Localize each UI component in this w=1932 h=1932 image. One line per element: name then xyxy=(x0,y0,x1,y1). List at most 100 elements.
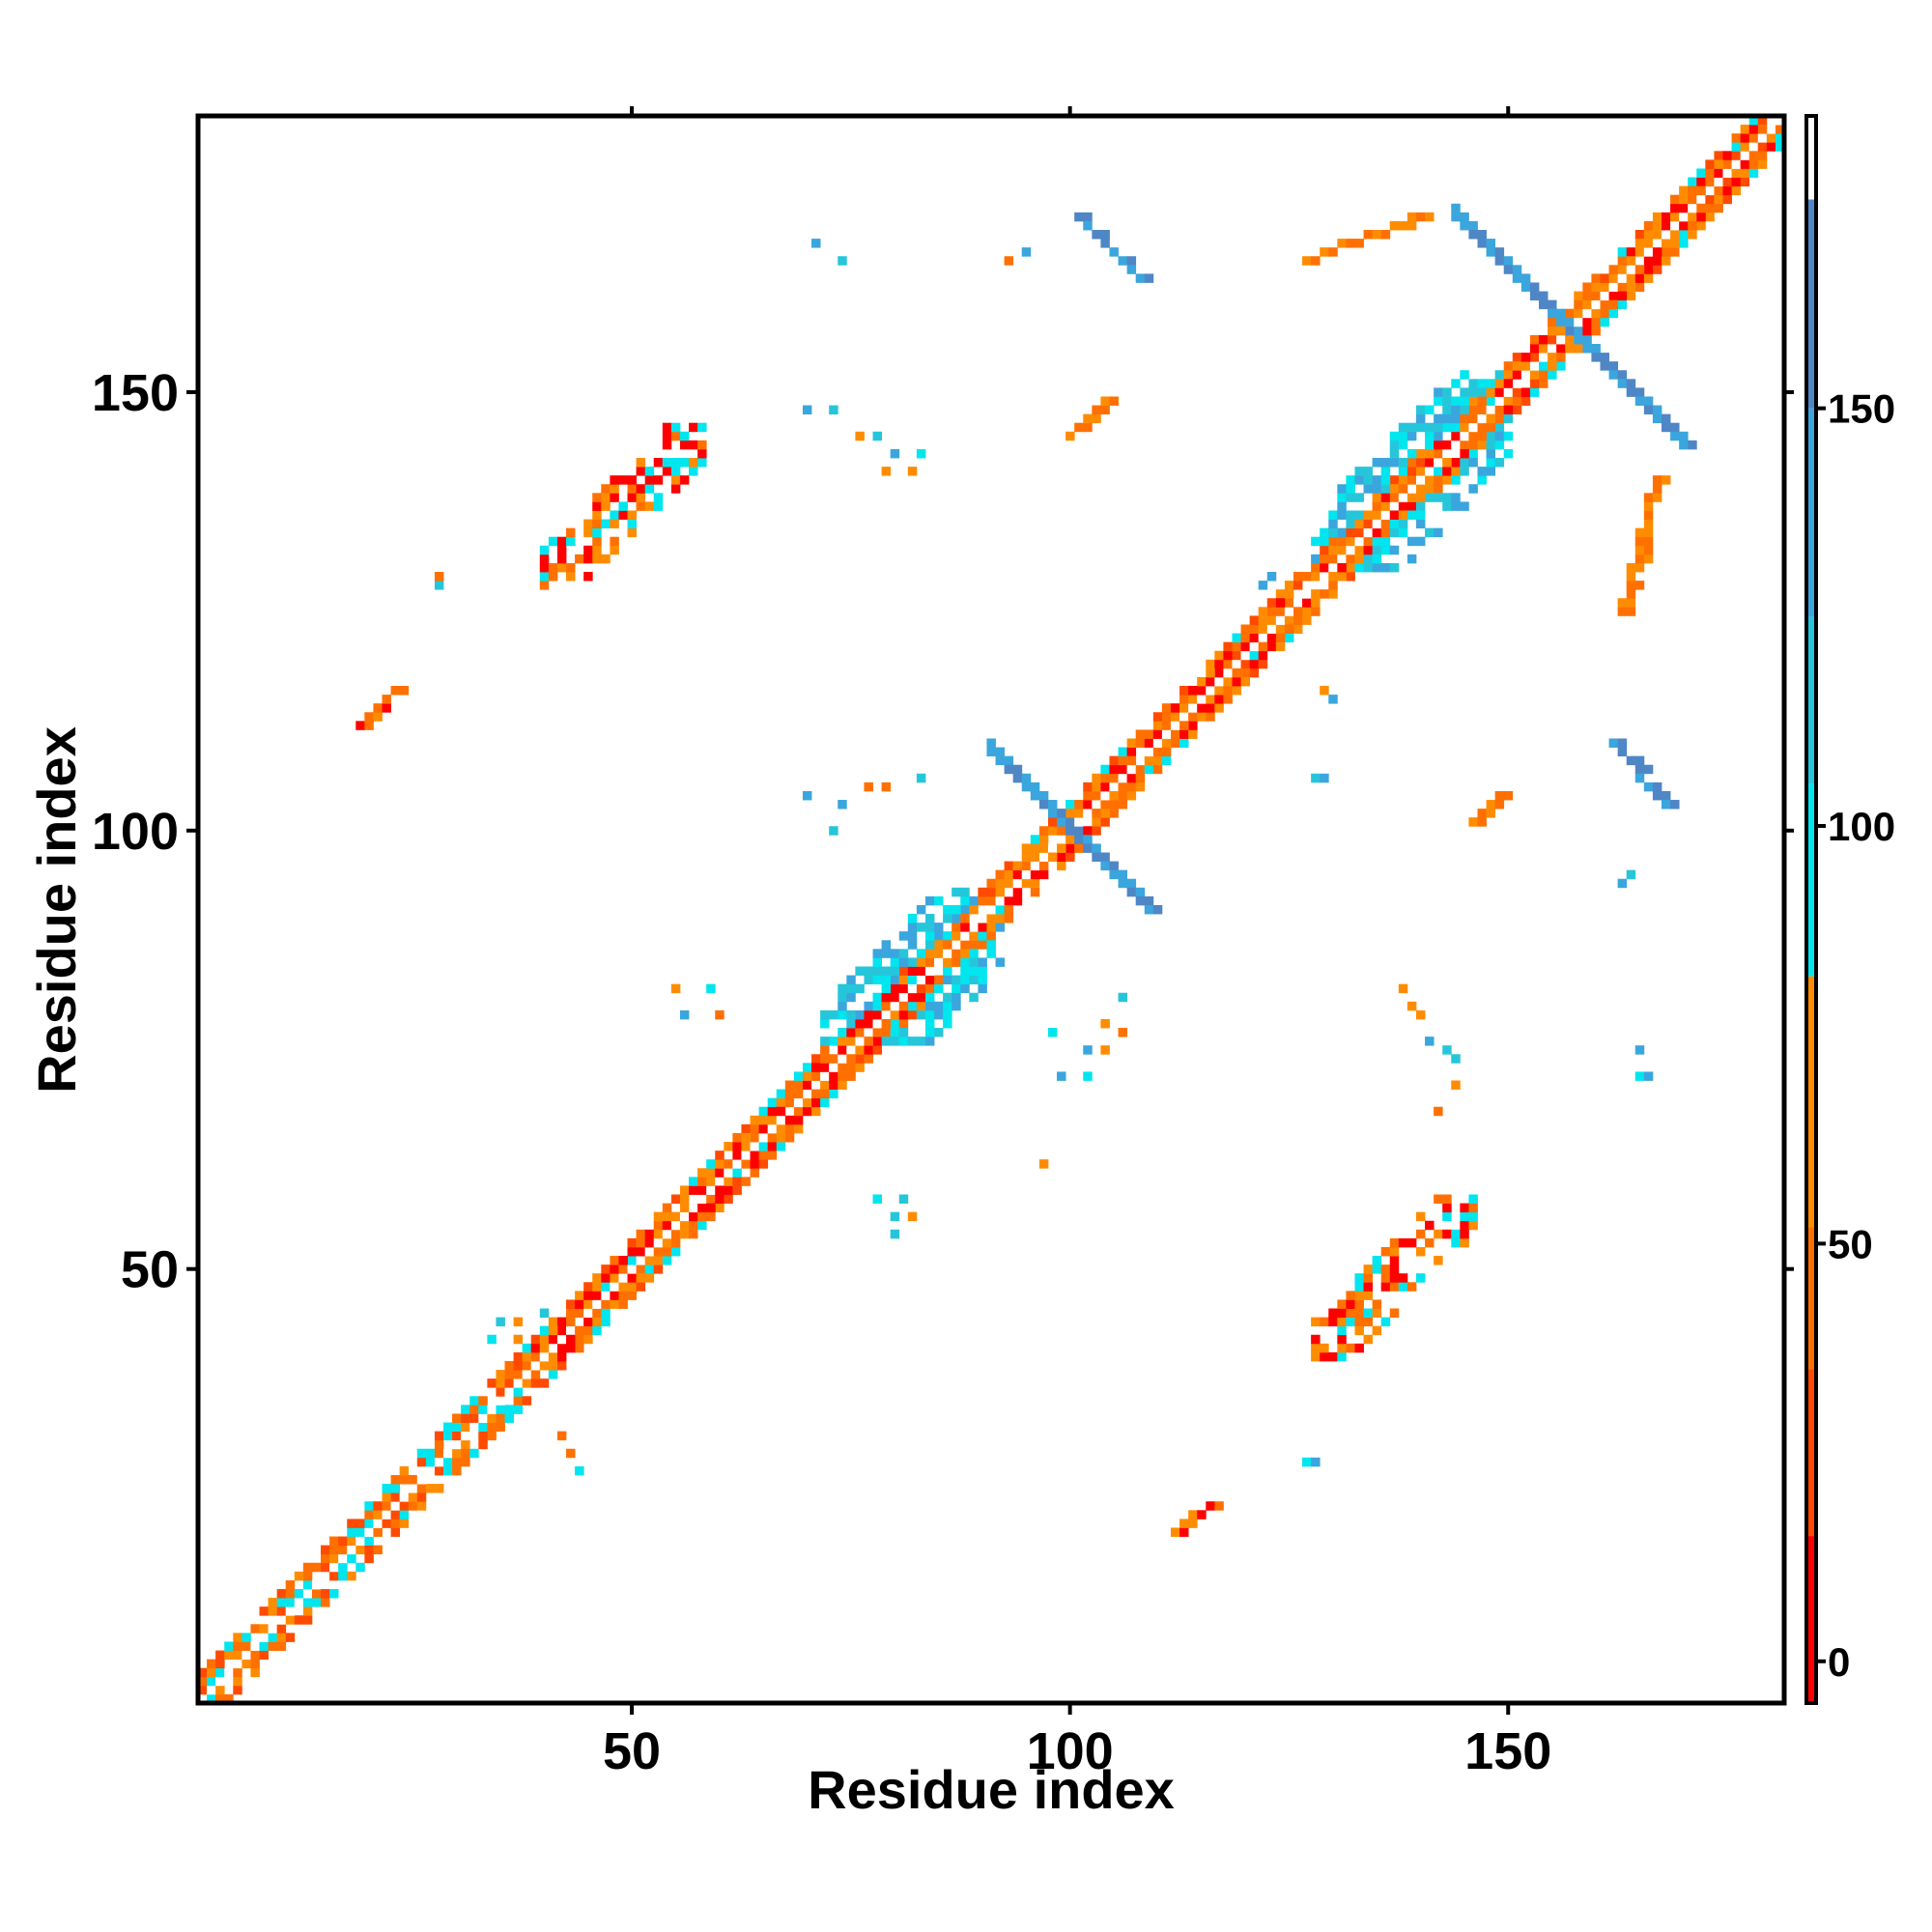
heatmap-cell xyxy=(1468,1203,1478,1213)
heatmap-cell xyxy=(1529,344,1540,354)
heatmap-cell xyxy=(513,1351,524,1362)
heatmap-cell xyxy=(802,1080,812,1090)
heatmap-cell xyxy=(556,536,567,547)
heatmap-cell xyxy=(898,957,909,967)
heatmap-cell xyxy=(829,405,838,415)
heatmap-cell xyxy=(198,1667,208,1678)
heatmap-cell xyxy=(1380,1273,1391,1283)
heatmap-cell xyxy=(706,1194,716,1204)
heatmap-cell xyxy=(1425,1237,1435,1248)
colorbar-frame xyxy=(1804,114,1818,1705)
heatmap-cell xyxy=(855,1018,865,1029)
heatmap-cell xyxy=(1451,212,1461,222)
heatmap-cell xyxy=(1057,809,1066,818)
heatmap-cell xyxy=(1389,1237,1400,1248)
heatmap-cell xyxy=(1565,308,1575,319)
heatmap-cell xyxy=(750,1151,759,1160)
heatmap-cell xyxy=(670,458,681,468)
heatmap-cell xyxy=(1486,396,1496,406)
heatmap-cell xyxy=(952,975,961,985)
heatmap-cell xyxy=(1451,413,1461,424)
heatmap-cell xyxy=(1057,817,1066,827)
heatmap-cell xyxy=(302,1579,313,1590)
heatmap-cell xyxy=(1389,1282,1400,1292)
heatmap-cell xyxy=(916,992,926,1003)
heatmap-cell xyxy=(1328,562,1338,573)
heatmap-cell xyxy=(1643,220,1654,231)
heatmap-cell xyxy=(1406,510,1417,520)
heatmap-cell xyxy=(838,1045,847,1055)
heatmap-cell xyxy=(1451,475,1461,485)
heatmap-cell xyxy=(1477,405,1487,415)
heatmap-cell xyxy=(1275,598,1286,608)
heatmap-cell xyxy=(1460,405,1469,415)
heatmap-cell xyxy=(382,1484,391,1493)
heatmap-cell xyxy=(556,1360,567,1371)
heatmap-cell xyxy=(566,536,576,547)
heatmap-cell xyxy=(1512,370,1522,380)
heatmap-cell xyxy=(960,904,970,915)
heatmap-cell xyxy=(689,422,698,433)
heatmap-cell xyxy=(1100,800,1110,810)
heatmap-cell xyxy=(1740,159,1750,169)
heatmap-cell xyxy=(1197,695,1207,704)
heatmap-cell xyxy=(750,1132,759,1143)
heatmap-cell xyxy=(1460,413,1469,424)
heatmap-cell xyxy=(952,1001,961,1011)
heatmap-cell xyxy=(1529,291,1540,301)
heatmap-cell xyxy=(916,966,926,976)
heatmap-cell xyxy=(1406,431,1417,441)
heatmap-cell xyxy=(1100,405,1110,415)
heatmap-cell xyxy=(487,1422,497,1432)
heatmap-cell xyxy=(1634,554,1645,564)
heatmap-cell xyxy=(1249,624,1260,634)
x-tick-label: 100 xyxy=(1027,1722,1114,1780)
heatmap-cell xyxy=(1460,1203,1469,1213)
heatmap-cell xyxy=(1135,273,1146,283)
heatmap-cell xyxy=(487,1405,497,1414)
heatmap-cell xyxy=(758,1123,769,1134)
heatmap-cell xyxy=(1083,800,1093,810)
heatmap-cell xyxy=(416,1484,427,1493)
heatmap-cell xyxy=(434,1484,444,1493)
heatmap-cell xyxy=(496,1396,505,1406)
heatmap-cell xyxy=(943,949,952,958)
heatmap-cell xyxy=(1144,273,1154,283)
heatmap-cell xyxy=(732,1185,742,1195)
heatmap-cell xyxy=(890,1009,900,1020)
heatmap-cell xyxy=(1030,878,1040,889)
heatmap-cell xyxy=(697,1203,707,1213)
heatmap-cell xyxy=(1258,607,1268,616)
heatmap-cell xyxy=(1538,353,1548,362)
heatmap-cell xyxy=(864,975,873,985)
heatmap-cell xyxy=(1328,695,1338,704)
heatmap-cell xyxy=(793,1071,804,1081)
heatmap-cell xyxy=(1004,869,1014,880)
heatmap-cell xyxy=(583,527,593,538)
heatmap-cell xyxy=(1354,1291,1364,1300)
heatmap-cell xyxy=(1626,247,1636,257)
heatmap-cell xyxy=(881,467,892,476)
heatmap-cell xyxy=(924,895,935,906)
heatmap-cell xyxy=(898,983,909,994)
heatmap-cell xyxy=(653,475,664,485)
heatmap-cell xyxy=(1731,151,1742,160)
heatmap-cell xyxy=(1634,755,1645,766)
heatmap-cell xyxy=(890,992,900,1003)
heatmap-cell xyxy=(1092,826,1101,836)
heatmap-cell xyxy=(276,1633,287,1642)
heatmap-cell xyxy=(907,914,918,923)
heatmap-cell xyxy=(592,1317,602,1327)
heatmap-cell xyxy=(960,957,970,967)
heatmap-cell xyxy=(1398,501,1408,511)
heatmap-cell xyxy=(898,975,909,985)
heatmap-cell xyxy=(382,1519,391,1528)
heatmap-cell xyxy=(224,1667,234,1678)
heatmap-cell xyxy=(539,1325,550,1336)
heatmap-cell xyxy=(1109,781,1119,792)
heatmap-cell xyxy=(1398,519,1408,529)
heatmap-cell xyxy=(776,1097,786,1108)
heatmap-cell xyxy=(934,1028,944,1037)
heatmap-cell xyxy=(697,1185,707,1195)
heatmap-cell xyxy=(1494,405,1505,415)
